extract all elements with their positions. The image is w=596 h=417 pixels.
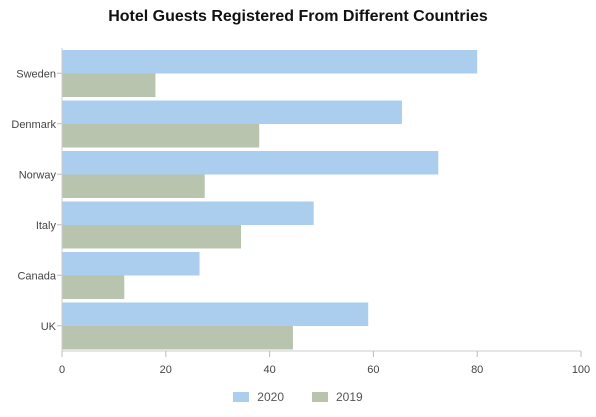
x-tick-label-40: 40	[263, 364, 275, 376]
y-tick-label-denmark: Denmark	[11, 119, 56, 131]
y-tick-label-canada: Canada	[17, 270, 56, 282]
bar-sweden-2019[interactable]	[62, 73, 156, 98]
legend-swatch-2020	[233, 392, 250, 402]
bar-norway-2019[interactable]	[62, 174, 205, 199]
y-tick-label-sweden: Sweden	[16, 68, 56, 80]
bar-sweden-2020[interactable]	[62, 50, 478, 74]
chart-title: Hotel Guests Registered From Different C…	[108, 8, 488, 25]
bar-uk-2019[interactable]	[62, 326, 293, 350]
bar-denmark-2019[interactable]	[62, 124, 260, 148]
bar-italy-2020[interactable]	[62, 201, 314, 226]
x-tick-label-0: 0	[59, 364, 65, 376]
legend-swatch-2019	[312, 392, 328, 402]
bar-norway-2020[interactable]	[62, 151, 439, 175]
y-tick-label-uk: UK	[41, 321, 57, 333]
legend-label-2020: 2020	[257, 390, 284, 404]
y-tick-label-norway: Norway	[19, 169, 57, 181]
x-tick-label-80: 80	[471, 364, 483, 376]
legend-item-2019[interactable]: 2019	[312, 390, 363, 404]
x-tick-label-60: 60	[367, 364, 379, 376]
legend: 2020 2019	[0, 390, 596, 404]
x-tick-label-20: 20	[160, 364, 172, 376]
bar-canada-2019[interactable]	[62, 275, 125, 300]
x-tick-label-100: 100	[572, 364, 590, 376]
y-tick-label-italy: Italy	[36, 220, 57, 232]
legend-label-2019: 2019	[336, 390, 363, 404]
bar-canada-2020[interactable]	[62, 252, 200, 276]
bar-italy-2019[interactable]	[62, 225, 242, 249]
bar-denmark-2020[interactable]	[62, 100, 402, 125]
legend-item-2020[interactable]: 2020	[233, 390, 284, 404]
bar-uk-2020[interactable]	[62, 302, 369, 327]
